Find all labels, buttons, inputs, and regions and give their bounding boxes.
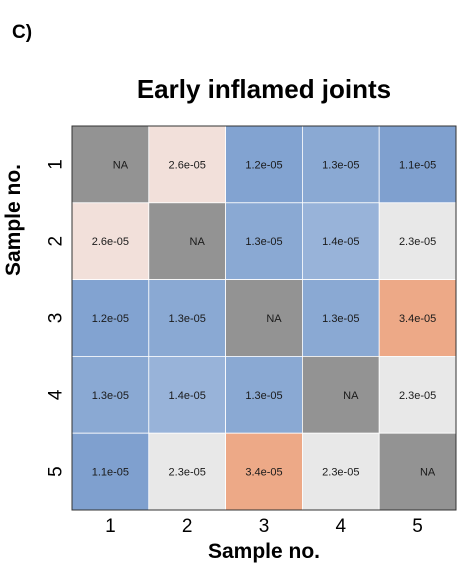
cell-label: 3.4e-05 — [245, 467, 282, 479]
heatmap-cell — [378, 202, 457, 281]
cell-label: 1.2e-05 — [92, 313, 129, 325]
x-tick-label: 4 — [336, 516, 347, 537]
cell-label: 1.2e-05 — [245, 159, 282, 171]
heatmap-cell — [301, 355, 380, 434]
heatmap-cell — [225, 279, 303, 357]
y-tick-label: 1 — [46, 159, 67, 170]
cell-label: 1.3e-05 — [92, 390, 129, 402]
chart-title: Early inflamed joints — [136, 74, 392, 104]
cell-label: 1.3e-05 — [245, 390, 282, 402]
y-tick-label: 3 — [46, 313, 67, 324]
cell-label: 1.1e-05 — [399, 159, 436, 171]
heatmap-cell — [378, 432, 457, 511]
heatmap-cell — [378, 355, 457, 434]
heatmap-cell — [148, 125, 227, 204]
x-axis-label: Sample no. — [207, 540, 321, 563]
cell-label: 1.3e-05 — [245, 236, 282, 248]
y-axis-label: Sample no. — [2, 163, 25, 277]
cell-label: 1.1e-05 — [92, 467, 129, 479]
heatmap-cell — [148, 279, 227, 357]
cell-label: 3.4e-05 — [399, 313, 436, 325]
cell-label: 1.4e-05 — [169, 390, 206, 402]
cell-label: 2.6e-05 — [169, 159, 206, 171]
cell-label: NA — [190, 236, 206, 248]
heatmap-cell — [148, 355, 227, 434]
cell-label: 1.4e-05 — [322, 236, 359, 248]
cell-label: NA — [266, 313, 282, 325]
heatmap-cell — [71, 432, 150, 511]
heatmap-cell — [301, 202, 380, 281]
x-tick-label: 5 — [412, 516, 423, 537]
x-tick-label: 1 — [105, 516, 116, 537]
cell-label: 2.3e-05 — [169, 467, 206, 479]
cell-label: 2.3e-05 — [399, 236, 436, 248]
heatmap-cell — [148, 432, 227, 511]
cell-label: 1.3e-05 — [322, 313, 359, 325]
cell-label: NA — [343, 390, 359, 402]
cell-label: NA — [113, 159, 129, 171]
panel-label: C) — [12, 22, 33, 43]
heatmap-cell — [225, 432, 303, 511]
heatmap-frame — [71, 125, 457, 511]
heatmap-cell — [148, 202, 227, 281]
heatmap-cell — [71, 125, 150, 204]
cell-label: 2.6e-05 — [92, 236, 129, 248]
cell-label: 2.3e-05 — [399, 390, 436, 402]
x-tick-label: 3 — [259, 516, 270, 537]
y-tick-label: 5 — [46, 466, 67, 477]
heatmap-cell — [225, 355, 303, 434]
cell-label: 1.3e-05 — [322, 159, 359, 171]
cell-label: 1.3e-05 — [169, 313, 206, 325]
heatmap-cell — [378, 279, 457, 357]
x-tick-label: 2 — [182, 516, 193, 537]
heatmap-cell — [301, 279, 380, 357]
cell-label: 2.3e-05 — [322, 467, 359, 479]
cell-label: NA — [420, 467, 436, 479]
y-tick-label: 4 — [46, 389, 67, 400]
heatmap-cell — [301, 432, 380, 511]
heatmap-cell — [71, 279, 150, 357]
y-tick-label: 2 — [46, 236, 67, 247]
